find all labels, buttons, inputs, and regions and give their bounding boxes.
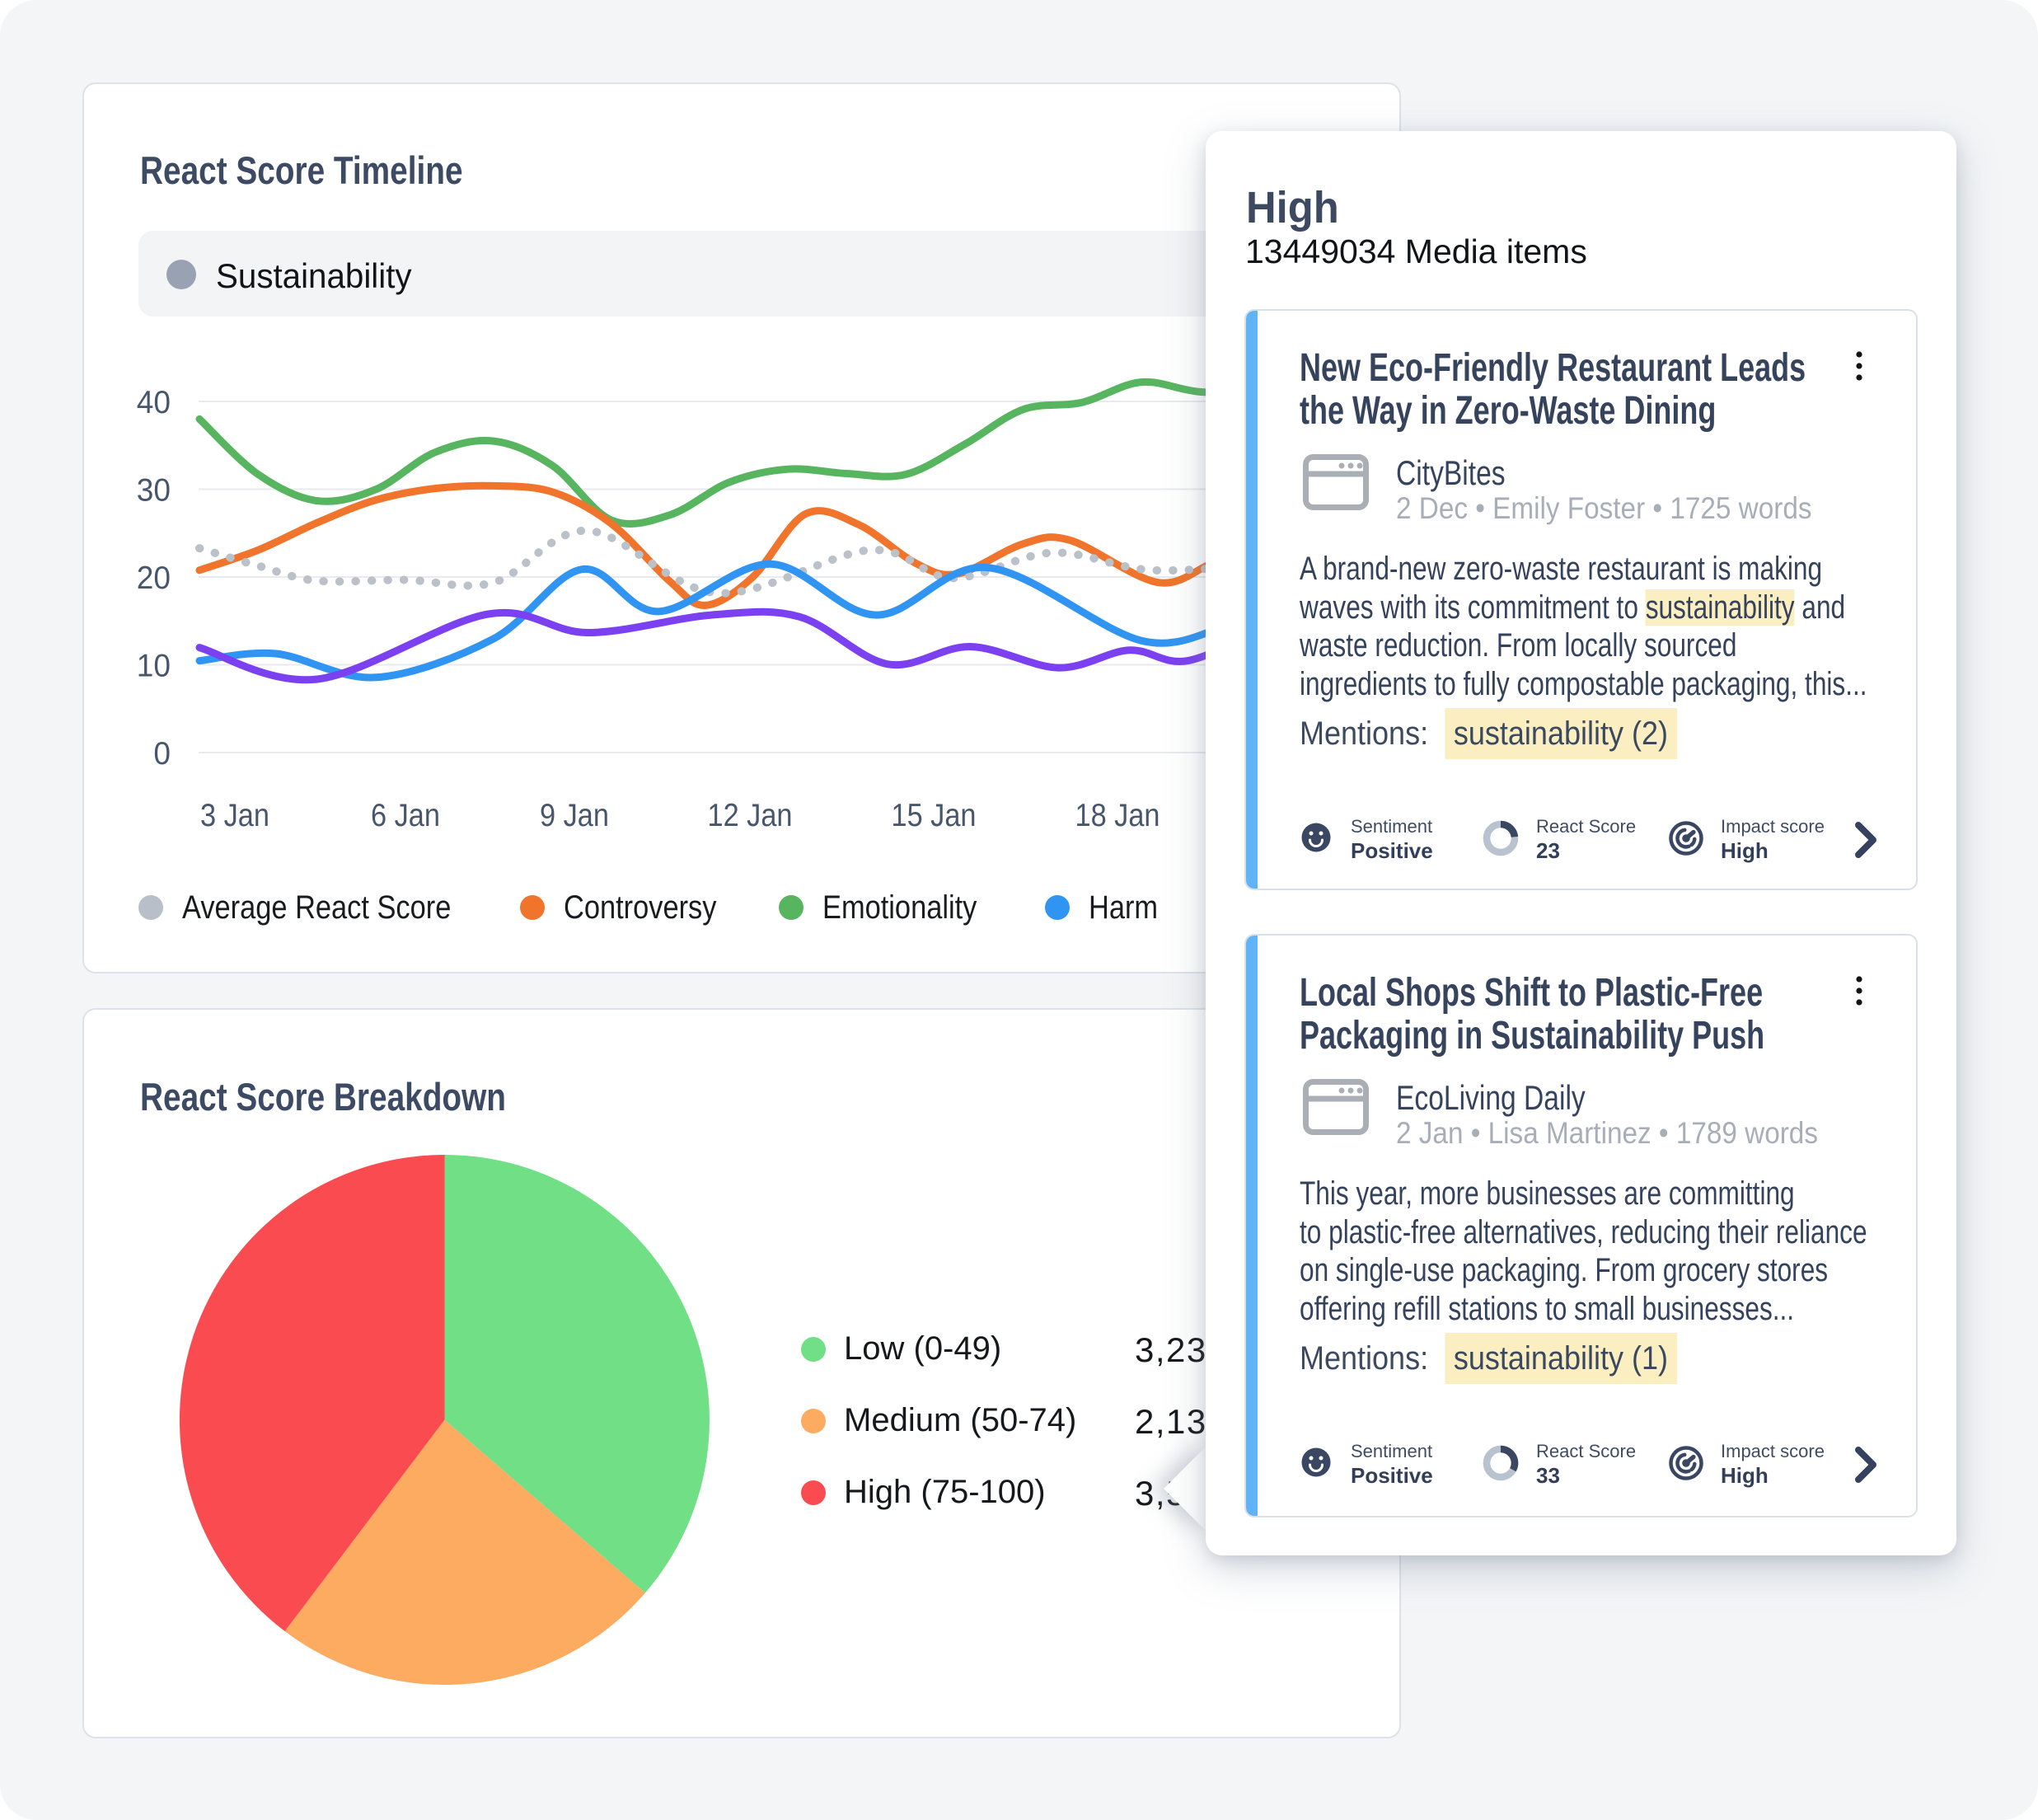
svg-text:18 Jan: 18 Jan bbox=[1075, 797, 1160, 833]
svg-text:20: 20 bbox=[137, 561, 171, 596]
svg-text:9 Jan: 9 Jan bbox=[540, 797, 609, 833]
svg-text:15 Jan: 15 Jan bbox=[891, 797, 976, 833]
svg-text:6 Jan: 6 Jan bbox=[371, 797, 440, 833]
svg-text:30: 30 bbox=[137, 473, 171, 509]
svg-text:12 Jan: 12 Jan bbox=[707, 797, 792, 833]
svg-text:40: 40 bbox=[137, 385, 171, 420]
svg-text:10: 10 bbox=[137, 649, 171, 684]
svg-text:3 Jan: 3 Jan bbox=[200, 797, 269, 833]
svg-text:0: 0 bbox=[153, 736, 171, 772]
